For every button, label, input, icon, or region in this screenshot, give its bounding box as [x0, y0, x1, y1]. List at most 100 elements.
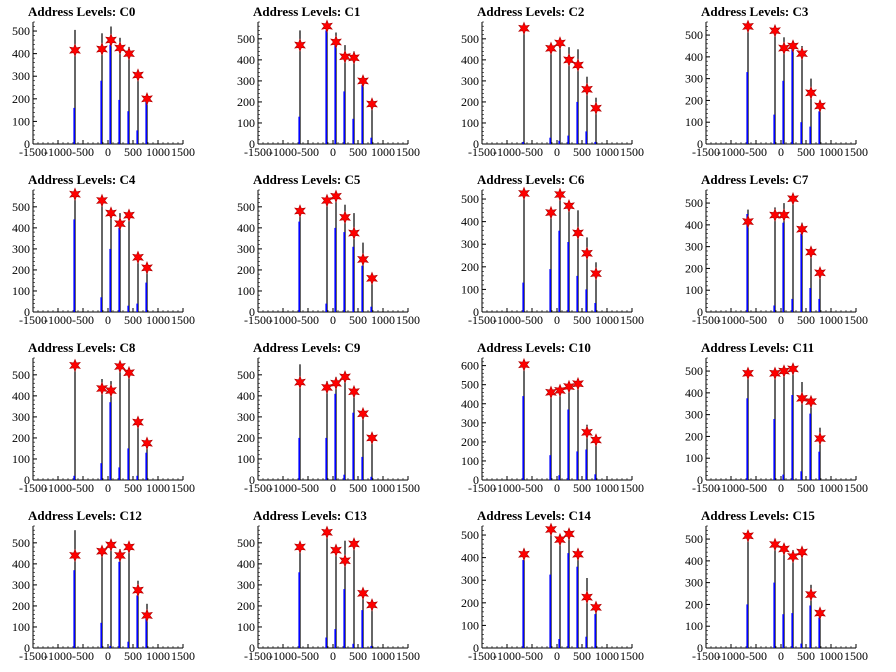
- x-tick-label: 0: [330, 481, 336, 495]
- star-icon: [330, 376, 342, 391]
- x-tick-label: -1500: [692, 481, 720, 495]
- star-icon: [563, 53, 575, 67]
- bin-bar-blue: [746, 72, 748, 144]
- bin-bar-blue: [558, 475, 560, 480]
- star-icon: [132, 415, 144, 430]
- x-tick-label: -1500: [692, 649, 720, 663]
- bin-bar-blue: [370, 645, 372, 648]
- bin-bar-black: [137, 421, 139, 480]
- x-tick-label: -500: [72, 481, 94, 495]
- bin-bar-blue: [145, 282, 147, 312]
- bin-bar-blue: [576, 101, 578, 144]
- y-tick-label: 500: [685, 28, 703, 42]
- bin-bar-blue: [73, 107, 75, 144]
- y-tick-label: 100: [685, 451, 703, 465]
- y-tick-label: 300: [461, 416, 479, 430]
- x-tick-label: 500: [797, 145, 815, 159]
- x-tick-label: 1500: [844, 145, 868, 159]
- panel-title: Address Levels: C2: [477, 4, 584, 19]
- star-icon: [357, 252, 369, 267]
- y-tick-label: 200: [461, 260, 479, 274]
- y-tick-label: 0: [24, 473, 30, 487]
- x-tick-label: 1000: [371, 313, 395, 327]
- x-tick-label: -500: [745, 481, 767, 495]
- bin-bar-black: [137, 255, 139, 312]
- bin-bar-blue: [325, 437, 327, 480]
- bin-bar-blue: [558, 639, 560, 648]
- panel-14: Address Levels: C14 0 100 200 300 400 500 -1500…: [461, 508, 644, 663]
- panel-9: Address Levels: C90100200300400500-1500-…: [237, 340, 420, 495]
- y-tick-label: 300: [685, 72, 703, 86]
- bin-bar-blue: [100, 622, 102, 648]
- star-icon: [123, 46, 135, 61]
- star-icon: [742, 214, 754, 229]
- bin-bar-blue: [576, 566, 578, 648]
- bin-bar-blue: [585, 636, 587, 648]
- star-icon: [805, 394, 817, 409]
- bin-bar-blue: [594, 614, 596, 648]
- star-icon: [114, 216, 126, 231]
- x-tick-label: 0: [554, 145, 560, 159]
- y-tick-label: 0: [697, 641, 703, 655]
- bin-bar-blue: [136, 475, 138, 480]
- x-tick-label: 1500: [396, 313, 420, 327]
- y-tick-label: 400: [461, 53, 479, 67]
- bin-bar-blue: [73, 219, 75, 312]
- x-tick-label: 1000: [146, 649, 170, 663]
- star-icon: [796, 46, 808, 61]
- y-tick-label: 0: [24, 641, 30, 655]
- y-tick-label: 100: [237, 620, 255, 634]
- y-tick-label: 100: [12, 620, 30, 634]
- star-icon: [742, 19, 754, 34]
- x-tick-label: 500: [573, 313, 591, 327]
- x-tick-label: 500: [349, 649, 367, 663]
- bin-bar-black: [810, 251, 812, 312]
- y-tick-label: 0: [473, 305, 479, 319]
- bin-bar-black: [783, 545, 785, 648]
- bin-bar-blue: [809, 413, 811, 480]
- x-tick-label: -1000: [717, 649, 745, 663]
- x-tick-label: 1500: [171, 313, 195, 327]
- star-icon: [132, 68, 144, 82]
- y-tick-label: 300: [685, 408, 703, 422]
- star-icon: [321, 19, 333, 34]
- x-tick-label: -1000: [493, 481, 521, 495]
- x-tick-label: -500: [521, 313, 543, 327]
- star-icon: [590, 266, 602, 281]
- y-tick-label: 300: [461, 573, 479, 587]
- bin-bar-black: [523, 192, 525, 312]
- bin-bar-black: [559, 386, 561, 480]
- star-icon: [787, 39, 799, 53]
- star-icon: [590, 600, 602, 615]
- bin-bar-black: [371, 603, 373, 648]
- y-tick-label: 400: [237, 53, 255, 67]
- bin-bar-blue: [773, 114, 775, 144]
- bin-bar-blue: [109, 402, 111, 480]
- x-tick-label: -500: [521, 145, 543, 159]
- x-tick-label: 1000: [819, 313, 843, 327]
- bin-bar-blue: [791, 298, 793, 312]
- bin-bar-black: [101, 379, 103, 480]
- star-icon: [348, 50, 360, 65]
- bin-bar-blue: [800, 122, 802, 144]
- x-tick-label: -500: [745, 145, 767, 159]
- bin-bar-blue: [343, 91, 345, 144]
- y-tick-label: 500: [461, 32, 479, 46]
- star-icon: [805, 85, 817, 100]
- bin-bar-black: [371, 101, 373, 144]
- bin-bar-black: [326, 381, 328, 480]
- bin-bar-black: [74, 29, 76, 144]
- y-tick-label: 500: [461, 528, 479, 542]
- star-icon: [321, 525, 333, 540]
- star-icon: [742, 528, 754, 543]
- x-tick-label: -1500: [692, 145, 720, 159]
- x-tick-label: 1500: [620, 313, 644, 327]
- x-tick-label: 500: [573, 649, 591, 663]
- y-tick-label: 400: [685, 50, 703, 64]
- bin-bar-black: [101, 198, 103, 312]
- bin-bar-black: [801, 550, 803, 648]
- panel-title: Address Levels: C11: [701, 340, 814, 355]
- x-tick-label: 500: [573, 481, 591, 495]
- y-tick-label: 100: [237, 116, 255, 130]
- x-tick-label: 1500: [171, 649, 195, 663]
